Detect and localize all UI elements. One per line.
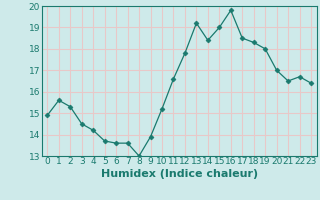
X-axis label: Humidex (Indice chaleur): Humidex (Indice chaleur) [100, 169, 258, 179]
